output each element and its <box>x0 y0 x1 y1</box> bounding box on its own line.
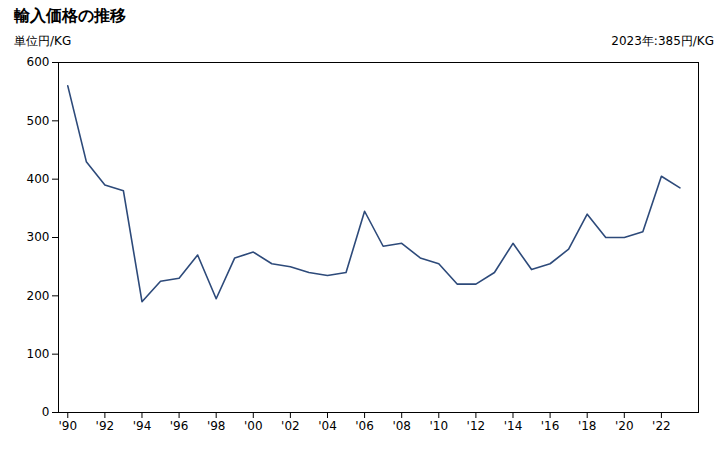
svg-text:'18: '18 <box>578 419 597 433</box>
svg-text:'92: '92 <box>96 419 115 433</box>
svg-text:'00: '00 <box>244 419 263 433</box>
html-text:輸入価格の推移: 輸入価格の推移 <box>14 6 126 25</box>
svg-text:'16: '16 <box>541 419 560 433</box>
svg-text:500: 500 <box>27 114 50 128</box>
svg-text:'04: '04 <box>318 419 337 433</box>
svg-text:'10: '10 <box>430 419 449 433</box>
svg-text:400: 400 <box>27 172 50 186</box>
svg-text:'12: '12 <box>467 419 486 433</box>
svg-text:100: 100 <box>27 347 50 361</box>
html-text:単位円/KG: 単位円/KG <box>14 34 72 48</box>
svg-text:200: 200 <box>27 289 50 303</box>
svg-text:'94: '94 <box>133 419 152 433</box>
svg-text:'22: '22 <box>652 419 671 433</box>
svg-text:'20: '20 <box>615 419 634 433</box>
html-text:2023年:385円/KG: 2023年:385円/KG <box>611 34 714 48</box>
svg-text:'98: '98 <box>207 419 226 433</box>
svg-text:300: 300 <box>27 230 50 244</box>
svg-text:'90: '90 <box>58 419 77 433</box>
svg-text:0: 0 <box>42 405 50 419</box>
svg-text:600: 600 <box>27 55 50 69</box>
svg-text:'14: '14 <box>504 419 523 433</box>
svg-text:'08: '08 <box>392 419 411 433</box>
svg-text:'06: '06 <box>355 419 374 433</box>
svg-text:'96: '96 <box>170 419 189 433</box>
svg-text:'02: '02 <box>281 419 300 433</box>
